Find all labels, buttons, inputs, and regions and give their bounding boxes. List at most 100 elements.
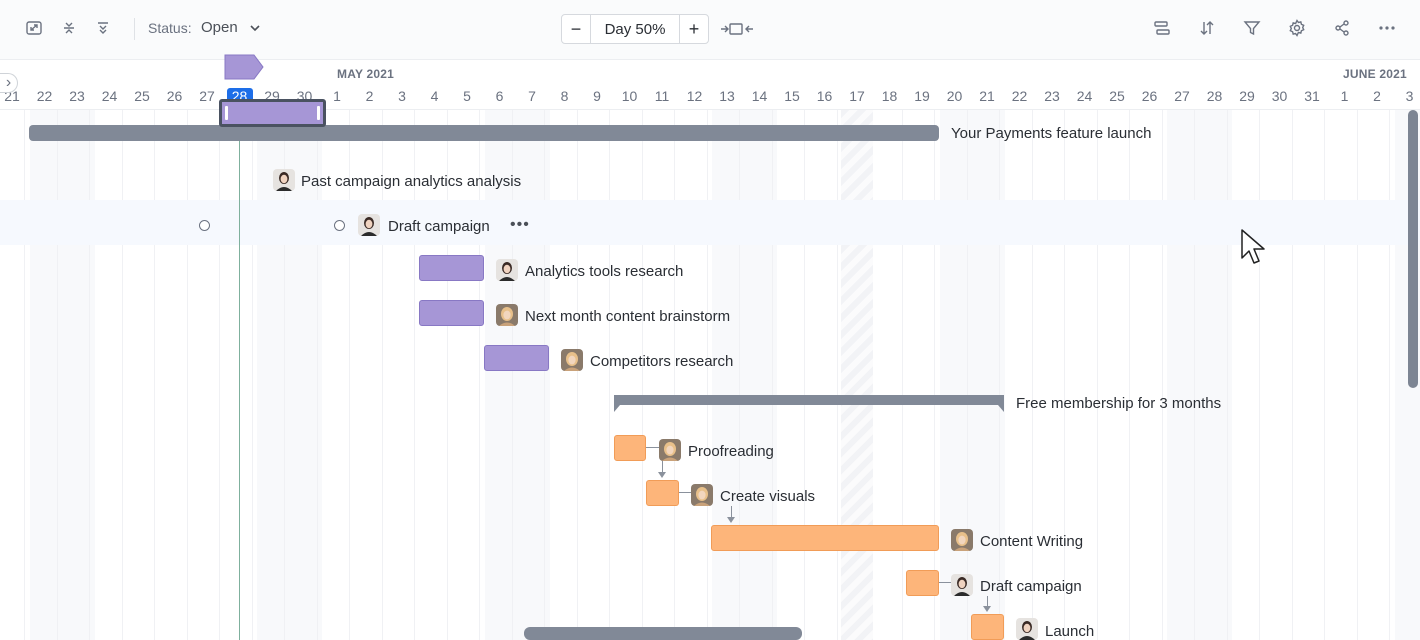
expand-rows-icon[interactable]	[92, 17, 114, 39]
day-label: 9	[593, 88, 601, 104]
collapse-panel-button[interactable]: ›	[0, 73, 18, 93]
task-bar-analytics-tools[interactable]	[419, 255, 484, 281]
day-label: 25	[1109, 88, 1125, 104]
resize-handle-left[interactable]	[225, 106, 228, 120]
link-handle-left[interactable]	[199, 220, 210, 231]
grid-line	[772, 110, 773, 640]
grid-line	[1064, 110, 1065, 640]
group-bar-free-membership[interactable]	[614, 395, 1004, 412]
avatar	[561, 349, 583, 371]
day-label: 3	[1405, 88, 1414, 104]
resize-handle-right[interactable]	[317, 106, 320, 120]
more-icon[interactable]	[1376, 17, 1398, 39]
avatar	[496, 304, 518, 326]
zoom-control: − Day 50% +	[561, 14, 709, 44]
zoom-level[interactable]: Day 50%	[604, 20, 666, 38]
day-label: 8	[560, 88, 569, 104]
task-label-launch[interactable]: Launch	[1045, 623, 1095, 640]
grid-line	[804, 110, 805, 640]
grid-line	[512, 110, 513, 640]
task-label-create-visuals[interactable]: Create visuals	[720, 488, 816, 505]
link-handle-right[interactable]	[334, 220, 345, 231]
task-label-content-brainstorm[interactable]: Next month content brainstorm	[525, 308, 731, 325]
today-line	[239, 110, 240, 640]
day-label: 11	[654, 88, 670, 104]
milestone-past-campaign[interactable]	[224, 54, 264, 80]
task-bar-launch[interactable]	[971, 614, 1004, 640]
task-bar-create-visuals[interactable]	[646, 480, 679, 506]
toolbar-divider	[134, 18, 135, 40]
avatar	[273, 169, 295, 191]
grid-line	[284, 110, 285, 640]
fit-to-screen-icon[interactable]	[720, 19, 754, 39]
summary-bar-payments-launch[interactable]	[29, 125, 939, 141]
task-bar-content-brainstorm[interactable]	[419, 300, 484, 326]
day-label: 24	[101, 88, 118, 104]
task-label-analytics-tools[interactable]: Analytics tools research	[525, 263, 684, 280]
task-more-button[interactable]: •••	[510, 216, 530, 233]
zoom-out-button[interactable]: −	[562, 15, 591, 43]
expand-icon[interactable]	[23, 17, 45, 39]
task-label-draft-campaign-2[interactable]: Draft campaign	[980, 578, 1082, 595]
day-label: 1	[333, 88, 341, 104]
day-label: 23	[69, 88, 85, 104]
grid-line	[999, 110, 1000, 640]
grid-line	[739, 110, 740, 640]
task-bar-proofreading[interactable]	[614, 435, 646, 461]
weekend-column	[29, 110, 62, 640]
avatar	[691, 484, 713, 506]
grid-line	[1324, 110, 1325, 640]
chevron-down-icon[interactable]	[248, 21, 262, 35]
status-dropdown[interactable]: Open	[201, 19, 238, 36]
task-label-content-writing[interactable]: Content Writing	[980, 533, 1084, 550]
day-label: 20	[946, 88, 963, 104]
day-label: 19	[914, 88, 930, 104]
summary-bar-partial[interactable]	[524, 627, 802, 640]
grid-line	[447, 110, 448, 640]
task-bar-draft-campaign-selected[interactable]	[219, 99, 326, 127]
day-label: 30	[1271, 88, 1288, 104]
grid-line	[382, 110, 383, 640]
zoom-in-button[interactable]: +	[679, 15, 708, 43]
task-bar-competitors[interactable]	[484, 345, 549, 371]
day-label: 27	[1174, 88, 1190, 104]
dependency-line	[679, 492, 691, 493]
grid-line	[544, 110, 545, 640]
collapse-rows-icon[interactable]	[58, 17, 80, 39]
task-label-draft-campaign[interactable]: Draft campaign	[388, 218, 490, 235]
grid-line	[89, 110, 90, 640]
task-label-past-campaign[interactable]: Past campaign analytics analysis	[301, 173, 522, 190]
day-label: 1	[1340, 88, 1349, 104]
grid-line	[902, 110, 903, 640]
day-label: 5	[463, 88, 471, 104]
sort-icon[interactable]	[1196, 17, 1218, 39]
dependency-line	[939, 582, 951, 583]
task-label-free-membership[interactable]: Free membership for 3 months	[1016, 395, 1222, 412]
avatar	[951, 574, 973, 596]
task-label-competitors[interactable]: Competitors research	[590, 353, 734, 370]
dependency-arrow-icon	[658, 472, 666, 478]
day-label: 24	[1076, 88, 1093, 104]
grid-line	[674, 110, 675, 640]
group-icon[interactable]	[1151, 17, 1173, 39]
avatar	[1016, 618, 1038, 640]
holiday-column	[841, 110, 873, 640]
settings-icon[interactable]	[1286, 17, 1308, 39]
vertical-scrollbar[interactable]	[1408, 110, 1418, 388]
task-bar-draft-campaign-2[interactable]	[906, 570, 939, 596]
day-label: 4	[430, 88, 439, 104]
task-label-proofreading[interactable]: Proofreading	[688, 443, 774, 460]
weekend-column	[484, 110, 517, 640]
share-icon[interactable]	[1331, 17, 1353, 39]
grid-line	[219, 110, 220, 640]
avatar	[496, 259, 518, 281]
grid-line	[1292, 110, 1293, 640]
filter-icon[interactable]	[1241, 17, 1263, 39]
task-bar-content-writing[interactable]	[711, 525, 939, 551]
day-label: 17	[849, 88, 865, 104]
grid-line	[187, 110, 188, 640]
task-label-payments-launch[interactable]: Your Payments feature launch	[951, 125, 1152, 142]
day-label: 7	[528, 88, 536, 104]
grid-line	[479, 110, 480, 640]
hovered-row	[0, 200, 1420, 245]
